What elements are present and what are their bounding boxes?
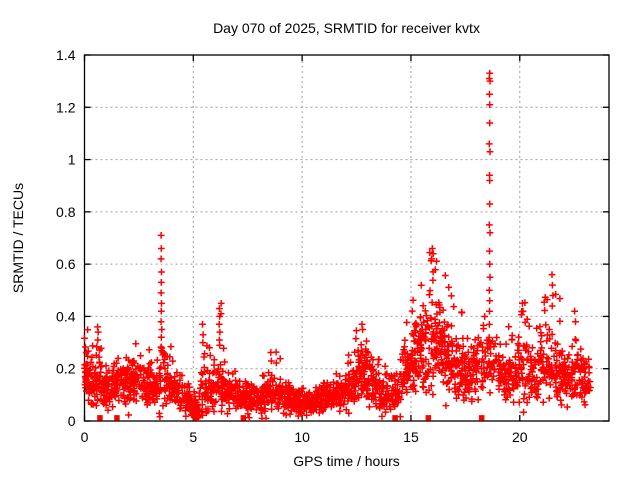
y-tick-label: 1.2 xyxy=(56,99,76,115)
x-tick-label: 5 xyxy=(189,429,197,445)
x-tick-label: 20 xyxy=(512,429,528,445)
x-axis-title: GPS time / hours xyxy=(293,453,400,469)
flag-square-marker xyxy=(114,415,120,421)
flag-square-marker xyxy=(240,415,247,421)
flag-square-marker xyxy=(478,415,485,421)
flag-square-marker xyxy=(193,415,199,421)
y-tick-label: 1.4 xyxy=(56,47,76,63)
flag-square-marker xyxy=(97,415,103,421)
flag-square-marker xyxy=(425,415,432,421)
plot-frame xyxy=(83,54,610,422)
scatter-points-srmtid xyxy=(81,69,594,422)
flag-square-marker xyxy=(392,415,398,421)
y-tick-label: 0 xyxy=(68,413,76,429)
x-tick-label: 15 xyxy=(403,429,419,445)
y-tick-label: 0.6 xyxy=(56,256,76,272)
y-tick-label: 0.8 xyxy=(56,204,76,220)
x-tick-label: 10 xyxy=(294,429,310,445)
y-tick-label: 0.2 xyxy=(56,361,76,377)
y-tick-label: 0.4 xyxy=(56,308,76,324)
y-tick-label: 1 xyxy=(68,152,76,168)
chart-title: Day 070 of 2025, SRMTID for receiver kvt… xyxy=(213,20,480,36)
x-tick-label: 0 xyxy=(81,429,89,445)
